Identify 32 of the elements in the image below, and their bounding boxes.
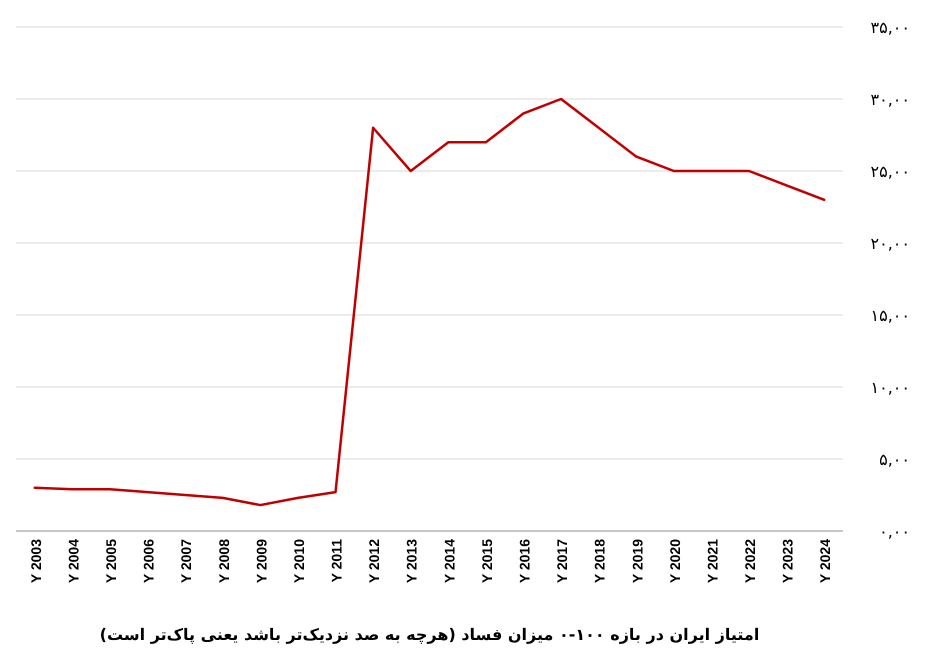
x-tick-label: Y 2017 [554,538,570,584]
x-tick-label: Y 2013 [404,538,420,584]
x-tick-label: Y 2003 [28,538,44,584]
y-tick-label: ۳۰,۰۰ [870,90,910,109]
x-tick-label: Y 2019 [629,538,646,584]
x-tick-label: Y 2018 [592,538,608,584]
x-tick-label: Y 2015 [478,538,495,584]
x-tick-label: Y 2020 [666,538,683,584]
line-series [34,98,826,506]
y-tick-label: ۲۰,۰۰ [870,234,910,253]
x-tick-label: Y 2006 [140,538,157,584]
x-tick-label: Y 2011 [328,538,345,582]
x-tick-label: Y 2009 [253,538,270,584]
x-tick-label: Y 2021 [704,538,720,584]
x-tick-label: Y 2016 [516,538,532,584]
y-tick-label: ۳۵,۰۰ [870,18,910,37]
x-tick-label: Y 2008 [216,538,232,584]
y-tick-label: ۱۵,۰۰ [870,306,910,325]
x-tick-label: Y 2014 [441,538,458,584]
y-tick-label: ۱۰,۰۰ [870,378,910,397]
x-tick-label: Y 2024 [817,538,834,584]
x-tick-label: Y 2023 [780,538,796,584]
x-tick-label: Y 2022 [742,538,758,584]
x-tick-label: Y 2010 [290,538,307,584]
x-tick-label: Y 2004 [65,538,82,584]
x-tick-label: Y 2005 [102,538,119,584]
y-tick-label: ۰,۰۰ [879,522,910,541]
x-tick-label: Y 2007 [178,538,194,584]
x-axis-title: امتیاز ایران در بازه ۱۰۰-۰ میزان فساد (هرچه به صد نزدیک‌تر باشد یعنی پاک‌تر است) [100,625,760,644]
y-tick-label: ۵,۰۰ [879,450,910,469]
y-tick-label: ۲۵,۰۰ [870,162,910,181]
x-tick-label: Y 2012 [366,538,382,584]
